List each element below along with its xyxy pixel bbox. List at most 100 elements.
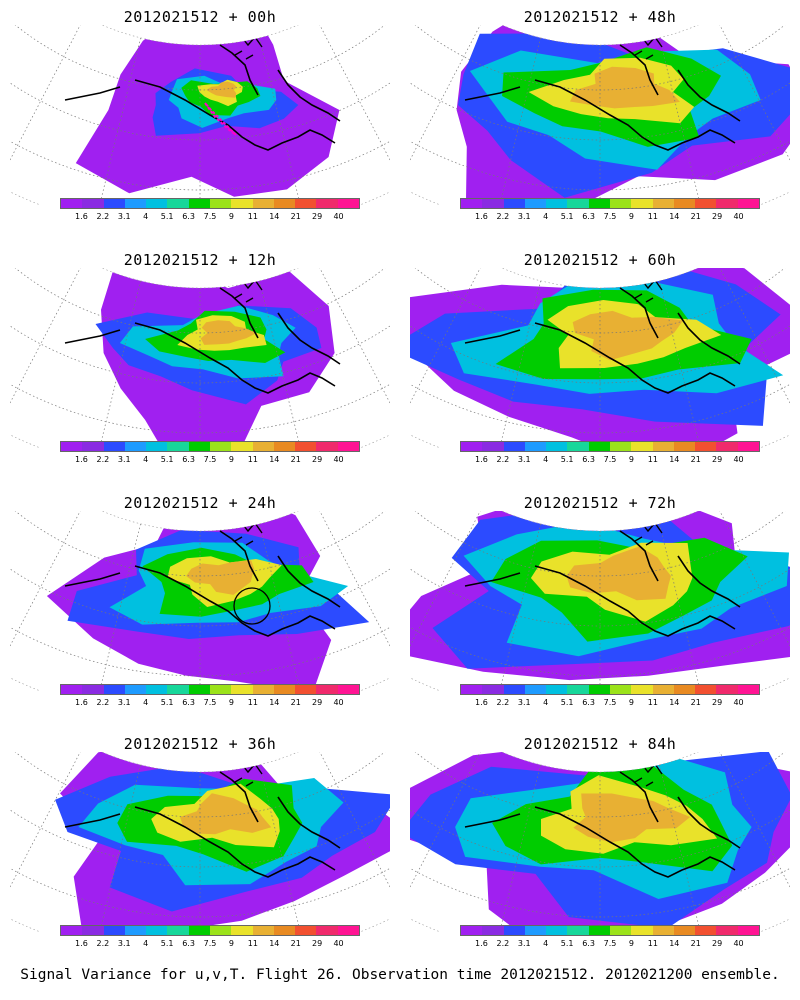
colorbar-swatch bbox=[609, 199, 632, 208]
panel-title: 2012021512 + 24h bbox=[123, 494, 277, 512]
colorbar-swatch bbox=[167, 685, 189, 694]
colorbar-swatch bbox=[482, 442, 504, 451]
colorbar-swatch bbox=[82, 199, 104, 208]
colorbar-ticks: 1.6 2.2 3.1 4 5.1 6.3 7.5 9 11 14 21 29 40 bbox=[460, 212, 760, 224]
colorbar-tick-label: 14 bbox=[669, 698, 680, 707]
colorbar-tick-label: 9 bbox=[228, 212, 234, 221]
colorbar-swatch bbox=[167, 442, 189, 451]
colorbar-swatch bbox=[146, 199, 168, 208]
colorbar-swatch bbox=[716, 442, 738, 451]
colorbar-tick-label: 2.2 bbox=[96, 698, 110, 707]
colorbar-swatch bbox=[316, 442, 338, 451]
colorbar-tick-label: 3.1 bbox=[517, 455, 531, 464]
colorbar-swatch bbox=[295, 199, 317, 208]
colorbar-swatch bbox=[524, 199, 547, 208]
colorbar-swatch bbox=[695, 199, 717, 208]
colorbar-tick-label: 29 bbox=[712, 455, 723, 464]
coastline bbox=[64, 771, 341, 878]
colorbar-tick-label: 1.6 bbox=[475, 455, 488, 464]
colorbar-swatch bbox=[273, 926, 296, 935]
latitude-line bbox=[410, 540, 790, 627]
colorbar-tick-label: 40 bbox=[733, 212, 744, 221]
colorbar-tick-label: 21 bbox=[290, 212, 301, 221]
colorbar-swatch bbox=[546, 442, 568, 451]
colorbar-tick-label: 5.1 bbox=[560, 698, 574, 707]
map-panel-p48: 2012021512 + 48h 1.6 2.2 3.1 4 5.1 6.3 7.5 9 11 14… bbox=[400, 0, 800, 243]
colorbar-tick-label: 11 bbox=[247, 212, 258, 221]
colorbar-ticks: 1.6 2.2 3.1 4 5.1 6.3 7.5 9 11 14 21 29 40 bbox=[460, 698, 760, 710]
colorbar-tick-label: 6.3 bbox=[582, 212, 595, 221]
colorbar-tick-label: 40 bbox=[333, 455, 344, 464]
colorbar-swatch bbox=[124, 926, 147, 935]
colorbar-swatch bbox=[82, 926, 104, 935]
map-panel-p24: 2012021512 + 24h 1.6 2.2 3.1 4 5.1 6.3 7.5 9 11 14… bbox=[0, 486, 400, 729]
colorbar-swatch bbox=[209, 442, 232, 451]
panel-title: 2012021512 + 48h bbox=[523, 8, 677, 26]
colorbar-tick-label: 3.1 bbox=[117, 455, 131, 464]
colorbar-tick-label: 11 bbox=[647, 698, 658, 707]
colorbar-tick-label: 21 bbox=[290, 939, 301, 948]
colorbar-tick-label: 7.5 bbox=[203, 698, 217, 707]
colorbar-swatch bbox=[124, 442, 147, 451]
colorbar-tick-label: 29 bbox=[712, 698, 723, 707]
colorbar-tick-label: 3.1 bbox=[117, 212, 131, 221]
panel-title: 2012021512 + 36h bbox=[123, 735, 277, 753]
panel-title: 2012021512 + 60h bbox=[523, 251, 677, 269]
colorbar-swatch bbox=[295, 442, 317, 451]
colorbar-ticks: 1.6 2.2 3.1 4 5.1 6.3 7.5 9 11 14 21 29 40 bbox=[60, 455, 360, 467]
colorbar-swatch bbox=[316, 926, 338, 935]
colorbar-swatch bbox=[146, 442, 168, 451]
colorbar-tick-label: 4 bbox=[143, 455, 149, 464]
variance-map bbox=[10, 268, 390, 448]
panel-title: 2012021512 + 84h bbox=[523, 735, 677, 753]
colorbar-tick-label: 14 bbox=[269, 698, 280, 707]
variance-map bbox=[10, 25, 390, 205]
colorbar-tick-label: 3.1 bbox=[517, 212, 531, 221]
colorbar-tick-label: 6.3 bbox=[182, 455, 195, 464]
colorbar-tick-label: 1.6 bbox=[75, 939, 88, 948]
colorbar-tick-label: 4 bbox=[143, 212, 149, 221]
colorbar-tick-label: 29 bbox=[712, 212, 723, 221]
colorbar-swatch bbox=[588, 685, 610, 694]
map-panel-p36: 2012021512 + 36h 1.6 2.2 3.1 4 5.1 6.3 7.5 9 11 14… bbox=[0, 727, 400, 970]
colorbar-tick-label: 1.6 bbox=[75, 212, 88, 221]
colorbar-swatch bbox=[482, 926, 504, 935]
colorbar bbox=[60, 198, 360, 209]
latitude-line bbox=[410, 297, 790, 384]
colorbar-tick-label: 29 bbox=[312, 212, 323, 221]
colorbar-tick-label: 6.3 bbox=[582, 698, 595, 707]
coastline bbox=[464, 44, 741, 151]
colorbar-tick-label: 6.3 bbox=[182, 212, 195, 221]
colorbar-tick-label: 3.1 bbox=[517, 698, 531, 707]
colorbar-swatch bbox=[546, 199, 568, 208]
coastline bbox=[464, 530, 741, 637]
colorbar-tick-label: 6.3 bbox=[582, 939, 595, 948]
colorbar-swatch bbox=[124, 199, 147, 208]
colorbar-tick-label: 14 bbox=[669, 455, 680, 464]
colorbar-tick-label: 7.5 bbox=[203, 939, 217, 948]
colorbar-swatch bbox=[652, 926, 674, 935]
colorbar-swatch bbox=[337, 199, 359, 208]
colorbar-tick-label: 40 bbox=[733, 939, 744, 948]
colorbar bbox=[60, 441, 360, 452]
colorbar-tick-label: 2.2 bbox=[96, 455, 110, 464]
colorbar-swatch bbox=[273, 685, 296, 694]
coastline bbox=[64, 530, 341, 637]
variance-map bbox=[10, 511, 390, 691]
colorbar-swatch bbox=[503, 685, 525, 694]
colorbar bbox=[60, 925, 360, 936]
variance-contour bbox=[570, 66, 680, 109]
colorbar-tick-label: 29 bbox=[312, 455, 323, 464]
colorbar-swatch bbox=[652, 685, 674, 694]
colorbar-swatch bbox=[273, 442, 296, 451]
colorbar-tick-label: 5.1 bbox=[560, 455, 574, 464]
colorbar-swatch bbox=[82, 442, 104, 451]
colorbar-swatch bbox=[652, 442, 674, 451]
colorbar-tick-label: 11 bbox=[647, 212, 658, 221]
colorbar-tick-label: 4 bbox=[543, 212, 549, 221]
colorbar-swatch bbox=[61, 199, 83, 208]
panel-title: 2012021512 + 12h bbox=[123, 251, 277, 269]
colorbar bbox=[60, 684, 360, 695]
colorbar-tick-label: 9 bbox=[228, 698, 234, 707]
colorbar-tick-label: 5.1 bbox=[560, 212, 574, 221]
